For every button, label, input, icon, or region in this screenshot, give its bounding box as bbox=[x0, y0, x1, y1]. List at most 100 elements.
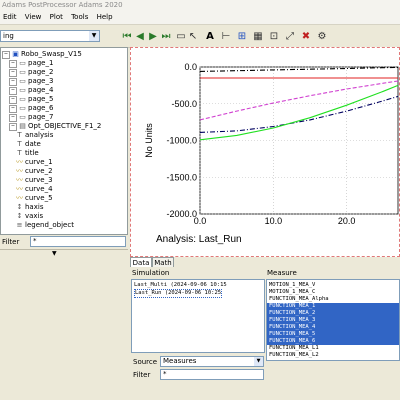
list-item[interactable]: FUNCTION_MEA_L1 bbox=[269, 345, 319, 351]
expand-toggle-icon[interactable]: − bbox=[9, 122, 17, 131]
expand-toggle-icon[interactable]: − bbox=[9, 95, 17, 104]
menu-tools[interactable]: Tools bbox=[71, 13, 89, 21]
tab-math[interactable]: Math bbox=[152, 257, 174, 267]
new-page-icon[interactable]: ▭ bbox=[176, 30, 186, 42]
y-tick-label: 0.0 bbox=[184, 62, 197, 72]
tree-item[interactable]: 〰 curve_1 bbox=[16, 158, 53, 167]
zoom-box-icon[interactable]: ⊡ bbox=[269, 30, 279, 42]
expand-toggle-icon[interactable]: − bbox=[9, 68, 17, 77]
tree-item[interactable]: ↕ haxis bbox=[16, 203, 44, 212]
axis-icon[interactable]: ⊢ bbox=[221, 30, 231, 42]
list-item[interactable]: FUNCTION_MEA_3 bbox=[267, 317, 399, 324]
tree-item[interactable]: − ▭ page_6 bbox=[9, 104, 53, 113]
expand-toggle-icon[interactable]: − bbox=[9, 77, 17, 86]
tree-item[interactable]: − ▣ Robo_Swasp_V15 bbox=[2, 50, 82, 59]
tree-item[interactable]: − ▤ Opt_OBJECTIVE_F1_2 bbox=[9, 122, 101, 131]
expand-toggle-icon[interactable]: − bbox=[9, 113, 17, 122]
text-icon: T bbox=[17, 140, 22, 148]
curve-icon: 〰 bbox=[16, 176, 23, 184]
list-item[interactable]: FUNCTION_MEA_1 bbox=[267, 303, 399, 310]
menu-plot[interactable]: Plot bbox=[49, 13, 63, 21]
chevron-down-icon[interactable]: ▼ bbox=[254, 357, 263, 366]
list-item[interactable]: Last_Multi (2024-09-06 10:15 bbox=[134, 282, 227, 289]
plot-chart[interactable]: 0.0-500.0-1000.0-1500.0-2000.00.0 10.0 20.… bbox=[130, 47, 400, 257]
tree-item-label: page_2 bbox=[28, 68, 54, 76]
series-line-2 bbox=[199, 66, 399, 72]
tree-item[interactable]: − ▭ page_7 bbox=[9, 113, 53, 122]
tree-item[interactable]: − ▭ page_2 bbox=[9, 68, 53, 77]
next-page-icon[interactable]: ▶ bbox=[149, 30, 157, 42]
page-icon: ▭ bbox=[19, 113, 26, 121]
tree-item[interactable]: 〰 curve_3 bbox=[16, 176, 53, 185]
tree-item[interactable]: 〰 curve_2 bbox=[16, 167, 53, 176]
x-tick-label: 10.0 bbox=[265, 216, 283, 226]
list-item[interactable]: FUNCTION_MEA_2 bbox=[267, 310, 399, 317]
tree-item[interactable]: − ▭ page_1 bbox=[9, 59, 53, 68]
list-item[interactable]: MOTION_1_MEA_C bbox=[269, 289, 316, 295]
tree-item-label: curve_4 bbox=[25, 185, 53, 193]
plot-icon: ▤ bbox=[19, 122, 26, 130]
series-line-3 bbox=[199, 80, 399, 121]
left-filter-input[interactable]: * bbox=[30, 236, 126, 247]
simulation-name: Last_Multi bbox=[134, 282, 168, 288]
tree-item[interactable]: − ▭ page_4 bbox=[9, 86, 53, 95]
axis-icon: ↕ bbox=[16, 212, 23, 220]
tree-item[interactable]: ≡ legend_object bbox=[16, 221, 74, 230]
expand-toggle-icon[interactable]: − bbox=[9, 86, 17, 95]
last-page-icon[interactable]: ⏭ bbox=[161, 30, 171, 42]
fit-icon[interactable]: ⤢ bbox=[286, 30, 294, 42]
tree-item[interactable]: 〰 curve_4 bbox=[16, 185, 53, 194]
expand-toggle-icon[interactable]: − bbox=[9, 104, 17, 113]
simulation-date: (2024-09-06 10:25 bbox=[164, 290, 222, 296]
mode-combo-value: ing bbox=[3, 32, 14, 40]
measure-list[interactable]: MOTION_1_MEA_V MOTION_1_MEA_C FUNCTION_MEA… bbox=[266, 279, 400, 361]
bottom-filter-input[interactable]: * bbox=[160, 369, 264, 380]
first-page-icon[interactable]: ⏮ bbox=[122, 30, 132, 42]
text-annotation-icon[interactable]: A bbox=[206, 30, 214, 42]
chevron-down-icon[interactable]: ▼ bbox=[89, 31, 99, 41]
expand-toggle-icon[interactable]: − bbox=[2, 50, 10, 59]
tree-item[interactable]: ↕ vaxis bbox=[16, 212, 44, 221]
list-item[interactable]: FUNCTION_MEA_L2 bbox=[269, 352, 319, 358]
source-select[interactable]: Measures ▼ bbox=[160, 356, 264, 367]
list-item[interactable]: Last_Run (2024-09-06 10:25 bbox=[134, 289, 223, 298]
series-line-4 bbox=[199, 95, 399, 133]
settings-icon[interactable]: ⚙ bbox=[317, 30, 327, 42]
text-icon: T bbox=[17, 131, 22, 139]
simulation-list[interactable]: Last_Multi (2024-09-06 10:15 Last_Run (2… bbox=[131, 279, 265, 353]
simulation-label: Simulation bbox=[132, 269, 170, 277]
menu-edit[interactable]: Edit bbox=[3, 13, 17, 21]
tree-item[interactable]: − ▭ page_5 bbox=[9, 95, 53, 104]
tree-item-label: title bbox=[25, 149, 39, 157]
tree-item-label: page_7 bbox=[28, 113, 54, 121]
tree-item-label: haxis bbox=[25, 203, 44, 211]
tree-item[interactable]: − ▭ page_3 bbox=[9, 77, 53, 86]
tree-item[interactable]: 〰 curve_5 bbox=[16, 194, 53, 203]
panel-splitter[interactable] bbox=[0, 249, 128, 258]
list-item[interactable]: FUNCTION_MEA_5 bbox=[267, 331, 399, 338]
tab-data[interactable]: Data bbox=[130, 257, 152, 267]
curve-icon: 〰 bbox=[16, 194, 23, 202]
select-cursor-icon[interactable]: ↖ bbox=[188, 30, 198, 42]
folder-icon: ▣ bbox=[12, 50, 19, 58]
delete-icon[interactable]: ✖ bbox=[301, 30, 311, 42]
menu-view[interactable]: View bbox=[24, 13, 42, 21]
menu-help[interactable]: Help bbox=[96, 13, 113, 21]
mode-combo[interactable]: ing ▼ bbox=[0, 30, 100, 42]
splitter-arrow-icon[interactable]: ▼ bbox=[52, 250, 57, 257]
tree-item-label: Robo_Swasp_V15 bbox=[21, 50, 82, 58]
list-item[interactable]: FUNCTION_MEA_4 bbox=[267, 324, 399, 331]
layout-icon[interactable]: ▦ bbox=[253, 30, 263, 42]
list-item[interactable]: FUNCTION_MEA_6 bbox=[267, 338, 399, 345]
grid-toggle-icon[interactable]: ⊞ bbox=[237, 30, 247, 42]
page-icon: ▭ bbox=[19, 59, 26, 67]
list-item[interactable]: MOTION_1_MEA_V bbox=[269, 282, 316, 288]
simulation-name: Last_Run bbox=[135, 290, 162, 296]
expand-toggle-icon[interactable]: − bbox=[9, 59, 17, 68]
tree-item-label: vaxis bbox=[25, 212, 44, 220]
list-item[interactable]: FUNCTION_MEA_Alpha bbox=[269, 296, 329, 302]
previous-page-icon[interactable]: ◀ bbox=[136, 30, 144, 42]
